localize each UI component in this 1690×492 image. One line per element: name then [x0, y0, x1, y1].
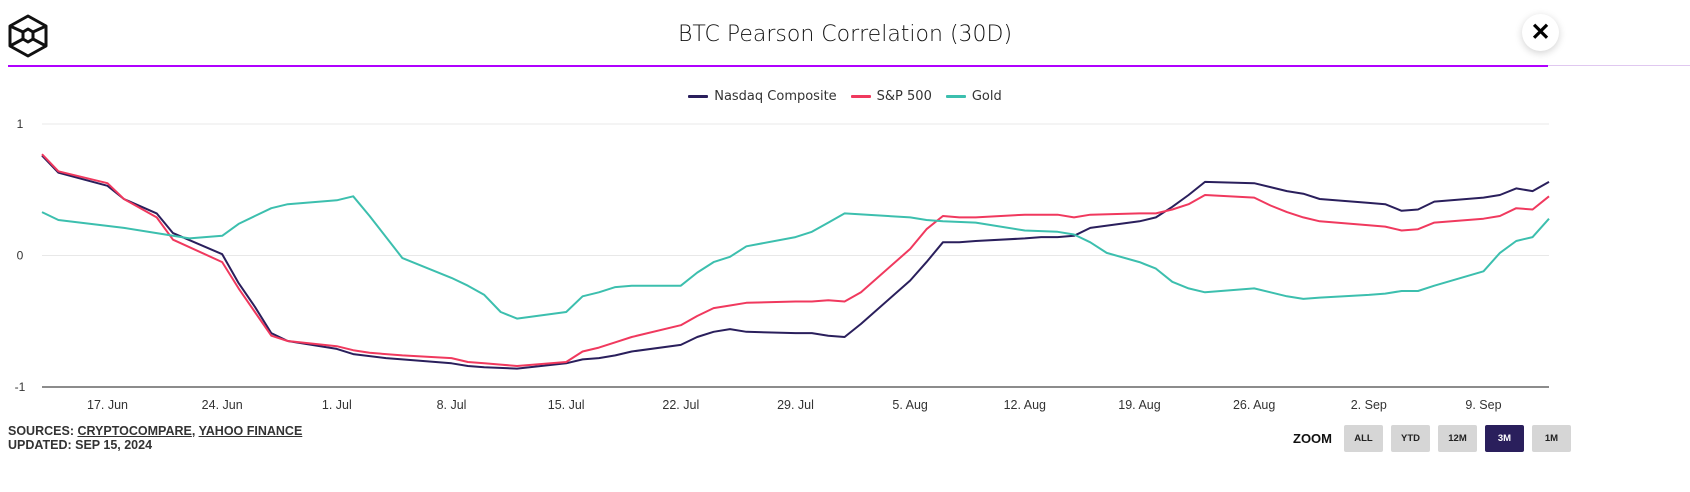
legend-label: Nasdaq Composite	[714, 89, 837, 104]
page-title: BTC Pearson Correlation (30D)	[677, 22, 1013, 47]
x-tick-label: 8. Jul	[437, 398, 467, 412]
legend-swatch	[945, 95, 966, 98]
legend-item-nasdaq[interactable]: Nasdaq Composite	[688, 89, 837, 104]
source-link-cryptocompare[interactable]: CRYPTOCOMPARE	[77, 424, 192, 438]
y-tick-label: -1	[15, 380, 26, 394]
legend-item-gold[interactable]: Gold	[945, 89, 1002, 104]
sources-note: SOURCES: CRYPTOCOMPARE, YAHOO FINANCE UP…	[8, 424, 302, 452]
close-icon: ✕	[1530, 19, 1551, 46]
legend-label: Gold	[971, 89, 1002, 104]
x-tick-label: 17. Jun	[87, 398, 128, 412]
zoom-3m-button[interactable]: 3M	[1485, 425, 1524, 452]
legend-item-sp500[interactable]: S&P 500	[850, 89, 932, 104]
cube-logo-icon	[8, 14, 48, 58]
y-tick-label: 1	[17, 117, 24, 131]
legend-swatch	[688, 95, 709, 98]
header-divider-tail	[1548, 65, 1690, 66]
sources-label: SOURCES:	[8, 424, 74, 438]
series-line-nasdaq	[41, 154, 1550, 370]
close-button[interactable]: ✕	[1522, 14, 1559, 51]
x-tick-label: 15. Jul	[548, 398, 585, 412]
zoom-ytd-button[interactable]: YTD	[1391, 425, 1430, 452]
zoom-controls: ZOOM ALL YTD 12M 3M 1M	[1293, 425, 1571, 452]
header-divider	[8, 65, 1548, 67]
source-link-yahoo-finance[interactable]: YAHOO FINANCE	[198, 424, 303, 438]
x-tick-label: 22. Jul	[662, 398, 699, 412]
x-tick-label: 19. Aug	[1118, 398, 1160, 412]
x-tick-label: 26. Aug	[1233, 398, 1275, 412]
legend-label: S&P 500	[876, 89, 932, 104]
series-line-sp500	[41, 153, 1550, 367]
zoom-label: ZOOM	[1293, 431, 1332, 446]
legend-swatch	[850, 95, 871, 98]
x-tick-label: 29. Jul	[777, 398, 814, 412]
series-line-gold	[41, 195, 1550, 320]
zoom-all-button[interactable]: ALL	[1344, 425, 1383, 452]
x-tick-label: 2. Sep	[1351, 398, 1387, 412]
updated-date: UPDATED: SEP 15, 2024	[8, 438, 153, 452]
x-tick-label: 12. Aug	[1004, 398, 1046, 412]
x-tick-label: 9. Sep	[1465, 398, 1501, 412]
separator: ,	[191, 424, 196, 438]
x-tick-label: 1. Jul	[322, 398, 352, 412]
chart-legend: Nasdaq Composite S&P 500 Gold	[0, 89, 1690, 104]
y-tick-label: 0	[17, 249, 24, 263]
x-tick-label: 24. Jun	[202, 398, 243, 412]
zoom-12m-button[interactable]: 12M	[1438, 425, 1477, 452]
zoom-1m-button[interactable]: 1M	[1532, 425, 1571, 452]
x-tick-label: 5. Aug	[892, 398, 927, 412]
